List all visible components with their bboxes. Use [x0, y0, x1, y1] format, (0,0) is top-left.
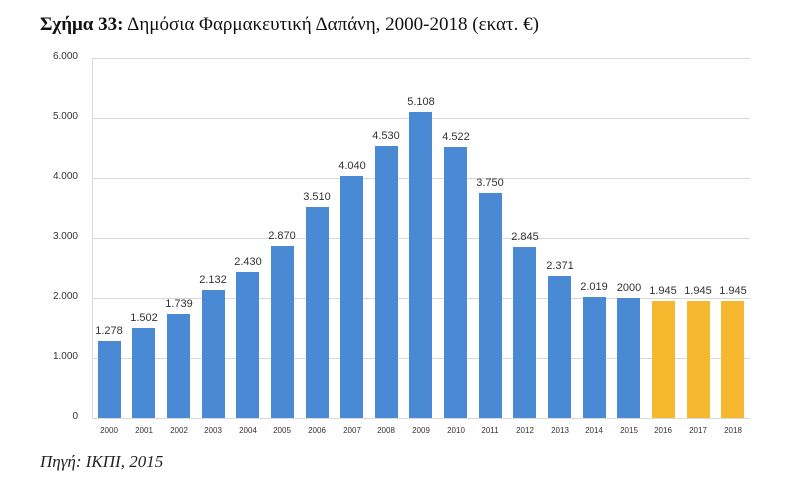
x-tick-label: 2013 [551, 426, 569, 435]
gridline [92, 418, 750, 419]
y-tick-label: 4.000 [52, 171, 78, 182]
data-label: 2.870 [268, 230, 296, 242]
figure-title-text: Δημόσια Φαρμακευτική Δαπάνη, 2000-2018 (… [123, 14, 539, 35]
gridline [92, 58, 750, 59]
x-tick-label: 2011 [481, 426, 499, 435]
data-label: 3.750 [476, 177, 504, 189]
bar-2015 [617, 298, 640, 418]
data-label: 1.945 [719, 285, 747, 297]
x-tick-label: 2005 [273, 426, 291, 435]
x-tick-label: 2007 [343, 426, 361, 435]
y-tick-label: 6.000 [52, 51, 78, 62]
x-tick-label: 2015 [620, 426, 638, 435]
data-label: 3.510 [303, 191, 331, 203]
bar-2005 [271, 246, 294, 418]
bar-2012 [513, 247, 536, 418]
figure-source: Πηγή: ΙΚΠΙ, 2015 [40, 452, 164, 471]
y-tick-label: 2.000 [52, 291, 78, 302]
x-tick-label: 2016 [654, 426, 672, 435]
x-tick-label: 2010 [447, 426, 465, 435]
x-tick-label: 2018 [724, 426, 742, 435]
figure-number: Σχήμα 33: [40, 14, 124, 35]
x-tick-label: 2003 [204, 426, 222, 435]
data-label: 2.430 [234, 256, 262, 268]
x-tick-label: 2008 [377, 426, 395, 435]
bar-2011 [479, 193, 502, 418]
x-tick-label: 2012 [516, 426, 534, 435]
x-tick-label: 2006 [308, 426, 326, 435]
bar-2004 [236, 272, 259, 418]
x-tick-label: 2014 [585, 426, 603, 435]
bar-2016 [652, 301, 675, 418]
data-label: 4.530 [372, 130, 400, 142]
bar-2007 [340, 176, 363, 418]
bar-2009 [409, 112, 432, 418]
bar-2010 [444, 147, 467, 418]
bar-2014 [583, 297, 606, 418]
data-label: 1.278 [95, 325, 123, 337]
data-label: 2000 [616, 282, 642, 294]
data-label: 2.371 [546, 260, 574, 272]
figure-title: Σχήμα 33: Δημόσια Φαρμακευτική Δαπάνη, 2… [40, 14, 539, 36]
data-label: 2.132 [199, 274, 227, 286]
data-label: 1.739 [165, 298, 193, 310]
x-tick-label: 2001 [135, 426, 153, 435]
y-tick-label: 3.000 [52, 231, 78, 242]
bar-2000 [98, 341, 121, 418]
x-tick-label: 2002 [170, 426, 188, 435]
y-tick-label: 1.000 [52, 351, 78, 362]
bar-2017 [687, 301, 710, 418]
bar-2002 [167, 314, 190, 418]
x-tick-label: 2000 [100, 426, 118, 435]
x-tick-label: 2009 [412, 426, 430, 435]
bar-2001 [132, 328, 155, 418]
bar-2013 [548, 276, 571, 418]
data-label: 1.945 [649, 285, 677, 297]
data-label: 1.502 [130, 312, 158, 324]
bar-2018 [721, 301, 744, 418]
x-tick-label: 2017 [689, 426, 707, 435]
data-label: 4.040 [338, 160, 366, 172]
bar-2008 [375, 146, 398, 418]
x-tick-label: 2004 [239, 426, 257, 435]
bar-2003 [202, 290, 225, 418]
data-label: 4.522 [442, 131, 470, 143]
data-label: 1.945 [684, 285, 712, 297]
y-tick-label: 5.000 [52, 111, 78, 122]
y-tick-label: 0 [72, 411, 78, 422]
data-label: 2.845 [511, 231, 539, 243]
bar-2006 [306, 207, 329, 418]
data-label: 5.108 [407, 96, 435, 108]
data-label: 2.019 [580, 281, 608, 293]
y-axis-line [92, 58, 93, 418]
